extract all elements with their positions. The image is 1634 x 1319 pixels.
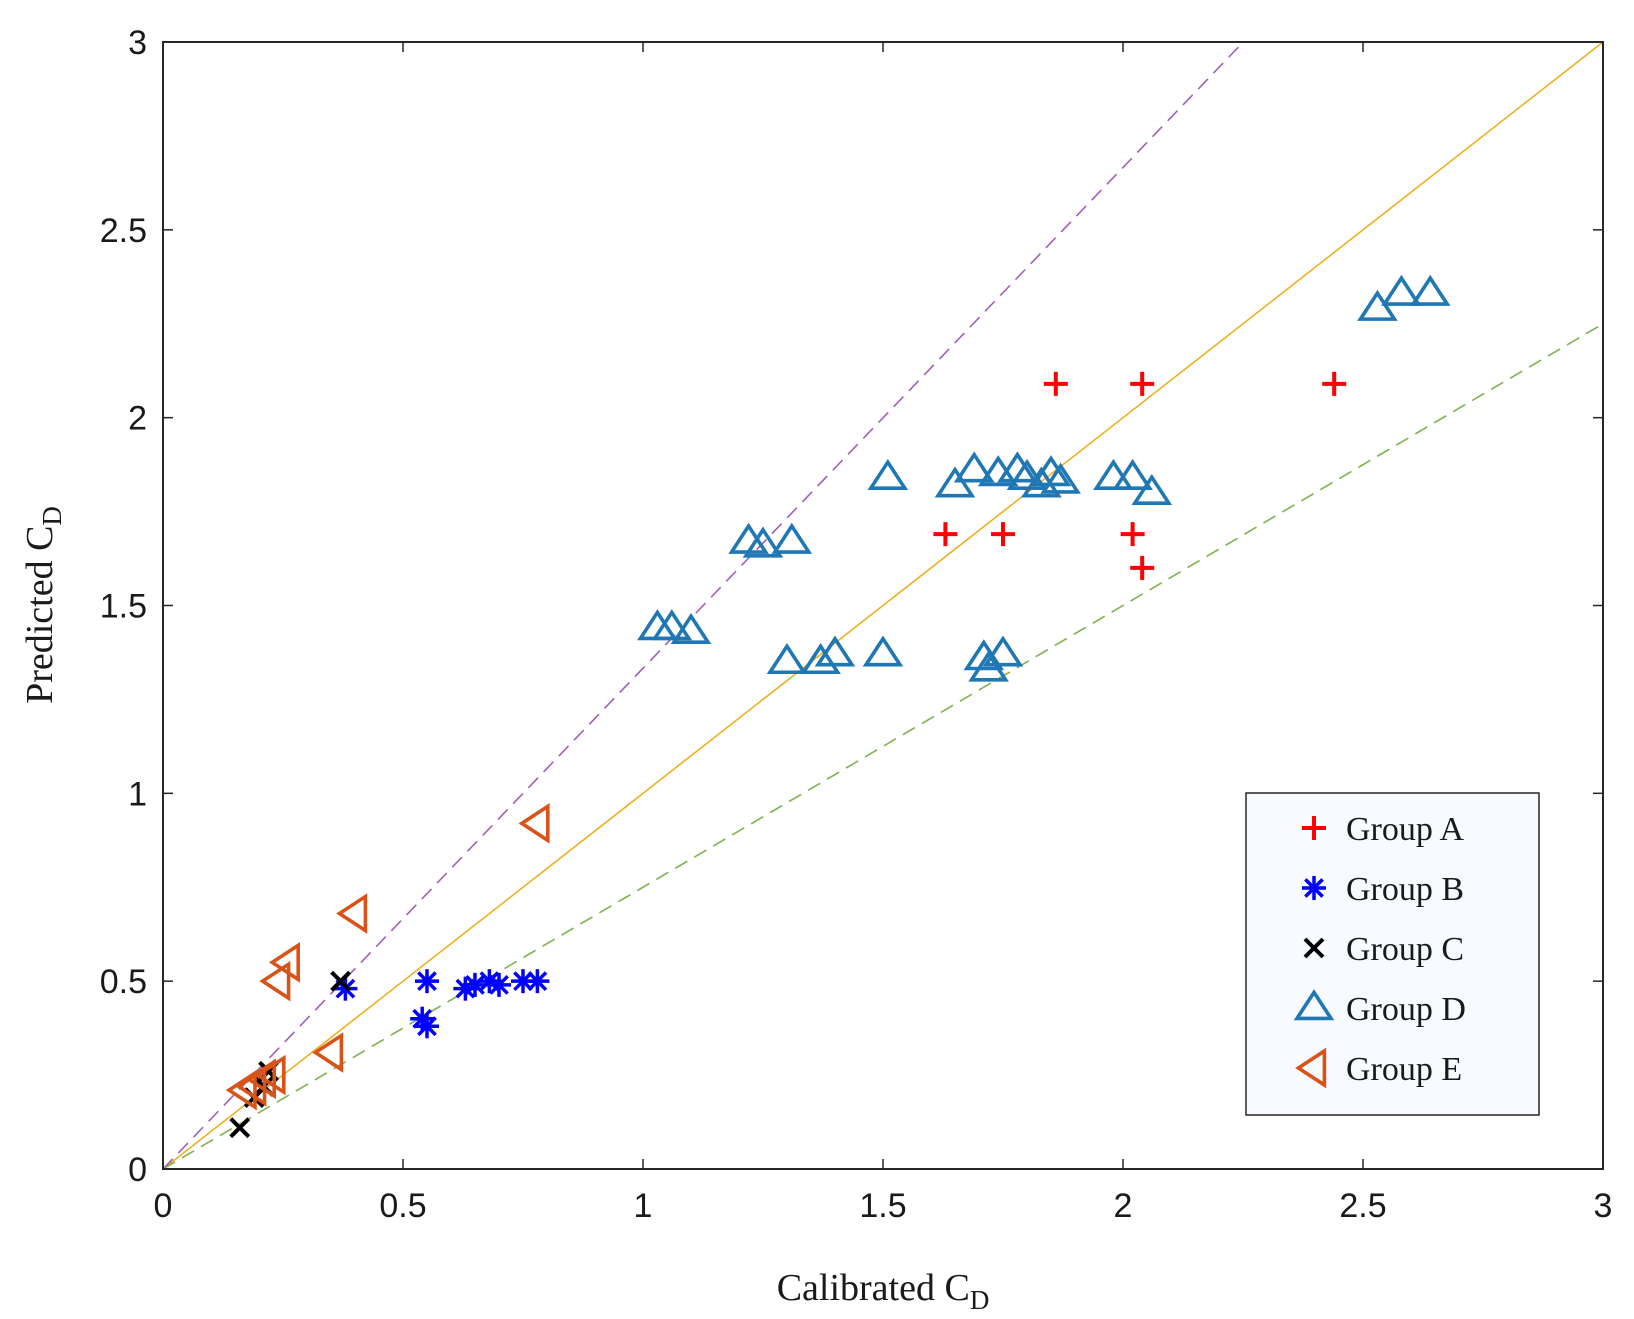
data-point	[415, 969, 439, 994]
y-tick-label: 2.5	[100, 212, 147, 250]
x-tick-label: 1.5	[859, 1187, 906, 1225]
data-point	[336, 893, 368, 934]
data-point	[259, 960, 291, 1002]
data-point	[1381, 274, 1422, 306]
x-tick-label: 1	[634, 1187, 653, 1225]
data-point	[463, 972, 487, 997]
data-point	[982, 635, 1024, 667]
x-tick-label: 3	[1594, 1187, 1613, 1225]
data-point	[953, 451, 995, 483]
y-tick-label: 1	[128, 775, 147, 813]
data-point	[997, 451, 1038, 483]
data-point	[1130, 555, 1155, 580]
y-tick-label: 0.5	[100, 963, 147, 1001]
data-point	[268, 942, 301, 983]
data-point	[742, 526, 784, 558]
legend-marker	[1295, 1047, 1327, 1089]
data-point	[1120, 522, 1145, 547]
x-tick-label: 0	[154, 1187, 173, 1225]
legend-marker	[1293, 989, 1335, 1021]
axis-ticks: 0 0.5 1 1.5 2 2.5 3 0 0.5 1 1.5 2 2.5 3	[100, 24, 1613, 1225]
data-point	[991, 522, 1015, 547]
data-point	[312, 1032, 344, 1073]
legend-item: Group E	[1295, 1047, 1462, 1089]
upper-bound-line	[163, 42, 1244, 1169]
legend-item: Group B	[1302, 871, 1464, 908]
data-point	[766, 642, 808, 675]
y-tick-label: 0	[128, 1151, 147, 1189]
data-point	[1112, 458, 1153, 490]
series-group-a	[933, 371, 1347, 580]
data-point	[487, 972, 511, 997]
legend-label: Group C	[1346, 931, 1464, 968]
data-point	[1322, 371, 1347, 396]
data-point	[1131, 473, 1173, 506]
reference-lines	[163, 42, 1603, 1169]
data-point	[225, 1069, 257, 1111]
data-point	[525, 969, 550, 994]
legend-label: Group A	[1346, 811, 1465, 848]
data-point	[1030, 455, 1072, 487]
data-point	[862, 635, 904, 667]
data-point	[1093, 458, 1134, 490]
legend-marker	[1303, 937, 1325, 959]
data-point	[934, 466, 976, 498]
equality-line	[163, 42, 1603, 1169]
data-point	[1409, 274, 1451, 306]
legend-label: Group B	[1346, 871, 1464, 908]
data-point	[670, 612, 712, 644]
legend-marker	[1302, 816, 1326, 840]
data-point	[933, 522, 958, 547]
series-group-b	[333, 969, 550, 1039]
data-point	[1357, 289, 1398, 321]
plot-frame	[162, 41, 1604, 1170]
series-group-d	[637, 274, 1451, 682]
x-tick-label: 2	[1114, 1187, 1133, 1225]
series-group-e	[225, 803, 550, 1111]
data-point	[1043, 371, 1068, 396]
data-point	[968, 650, 1009, 682]
x-tick-label: 2.5	[1339, 1187, 1386, 1225]
legend-label: Group E	[1346, 1051, 1462, 1088]
x-axis-title-subscript: D	[970, 1285, 990, 1315]
data-point	[415, 1014, 439, 1039]
lower-bound-line	[163, 323, 1603, 1169]
y-tick-label: 3	[128, 24, 147, 62]
data-point	[771, 522, 813, 554]
legend-label: Group D	[1346, 991, 1466, 1028]
legend-box	[1245, 792, 1540, 1116]
data-point	[244, 1058, 277, 1100]
x-axis-title: Calibrated CD	[777, 1267, 990, 1315]
data-point	[651, 609, 693, 641]
legend-item: Group D	[1293, 989, 1466, 1028]
y-tick-label: 2	[128, 400, 147, 438]
data-points	[225, 274, 1451, 1139]
legend-marker	[1302, 876, 1326, 900]
data-point	[1130, 371, 1155, 396]
y-tick-label: 1.5	[100, 588, 147, 626]
y-axis-title-subscript: D	[37, 506, 67, 526]
legend-item: Group A	[1302, 811, 1465, 848]
y-axis-title: Predicted CD	[19, 506, 67, 704]
data-point	[254, 1054, 286, 1096]
x-tick-label: 0.5	[379, 1187, 426, 1225]
data-point	[1040, 462, 1081, 494]
data-point	[1006, 458, 1048, 490]
legend-item: Group C	[1303, 931, 1464, 968]
data-point	[229, 1117, 251, 1139]
data-point	[814, 635, 856, 667]
data-point	[330, 970, 352, 992]
data-point	[518, 803, 550, 844]
legend: Group A Group B Group C Group D Group E	[1245, 792, 1540, 1116]
data-point	[800, 642, 841, 675]
data-point	[867, 458, 909, 490]
